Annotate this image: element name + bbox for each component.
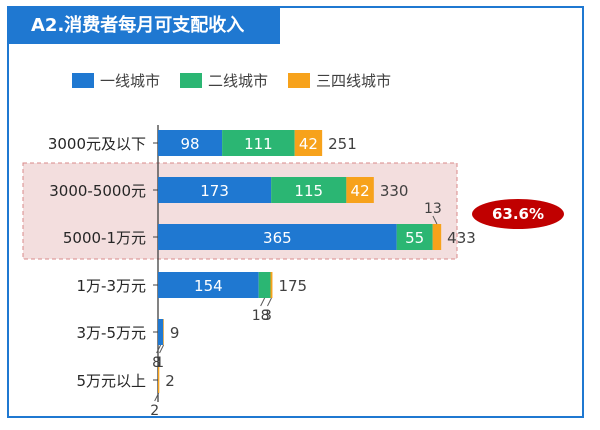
bar-segment bbox=[163, 319, 164, 345]
bar-segment bbox=[346, 177, 374, 203]
total-label: 175 bbox=[278, 277, 307, 295]
share-callout: 63.6% bbox=[472, 199, 564, 229]
bar-segment bbox=[270, 272, 273, 298]
leader-line bbox=[156, 344, 162, 354]
leader-line bbox=[159, 344, 165, 354]
data-label: 55 bbox=[405, 229, 424, 247]
leader-line bbox=[432, 215, 438, 225]
leader-line bbox=[267, 297, 272, 307]
bar-segment bbox=[222, 130, 295, 156]
total-label: 330 bbox=[380, 182, 409, 200]
bar-segment bbox=[396, 224, 433, 250]
data-label: 115 bbox=[294, 182, 323, 200]
bar-segment bbox=[294, 130, 323, 156]
category-label: 3000-5000元 bbox=[49, 182, 146, 200]
leader-line bbox=[260, 297, 266, 307]
bar-segment bbox=[432, 224, 442, 250]
data-label: 173 bbox=[200, 182, 229, 200]
legend-swatch-tier2 bbox=[180, 72, 203, 88]
data-label: 111 bbox=[244, 135, 273, 153]
total-label: 251 bbox=[328, 135, 357, 153]
data-label: 154 bbox=[194, 277, 223, 295]
chart-title: A2.消费者每月可支配收入 bbox=[9, 8, 280, 44]
legend-label-tier2: 二线城市 bbox=[208, 71, 269, 90]
legend: 一线城市 二线城市 三四线城市 bbox=[72, 70, 411, 90]
category-label: 5万元以上 bbox=[76, 372, 146, 390]
bar-segment bbox=[158, 177, 272, 203]
data-label: 98 bbox=[180, 135, 199, 153]
legend-item-tier2: 二线城市 bbox=[180, 70, 268, 91]
data-label: 18 bbox=[252, 308, 270, 324]
data-label: 42 bbox=[351, 182, 370, 200]
legend-item-tier1: 一线城市 bbox=[72, 70, 160, 91]
legend-swatch-tier3 bbox=[288, 72, 311, 88]
data-label: 3 bbox=[263, 308, 272, 324]
bar-segment bbox=[158, 130, 223, 156]
total-label: 9 bbox=[170, 324, 180, 342]
legend-label-tier1: 一线城市 bbox=[100, 71, 161, 90]
bar-segment bbox=[258, 272, 271, 298]
data-label: 365 bbox=[263, 229, 292, 247]
category-label: 1万-3万元 bbox=[77, 277, 147, 295]
category-label: 3万-5万元 bbox=[77, 324, 147, 342]
data-label: 13 bbox=[424, 201, 442, 217]
data-label: 2 bbox=[150, 403, 159, 419]
legend-item-tier3: 三四线城市 bbox=[288, 70, 391, 91]
legend-swatch-tier1 bbox=[72, 72, 94, 88]
bar-segment bbox=[158, 224, 397, 250]
data-label: 42 bbox=[299, 135, 318, 153]
total-label: 433 bbox=[447, 229, 476, 247]
bar-segment bbox=[158, 367, 160, 393]
bar-segment bbox=[271, 177, 347, 203]
total-label: 2 bbox=[165, 372, 175, 390]
data-label: 1 bbox=[155, 355, 164, 371]
legend-label-tier3: 三四线城市 bbox=[316, 71, 392, 90]
category-label: 3000元及以下 bbox=[48, 135, 146, 153]
leader-line bbox=[154, 392, 160, 402]
bar-segment bbox=[158, 272, 259, 298]
category-label: 5000-1万元 bbox=[63, 229, 146, 247]
bar-segment bbox=[158, 319, 164, 345]
data-label: 8 bbox=[152, 355, 161, 371]
